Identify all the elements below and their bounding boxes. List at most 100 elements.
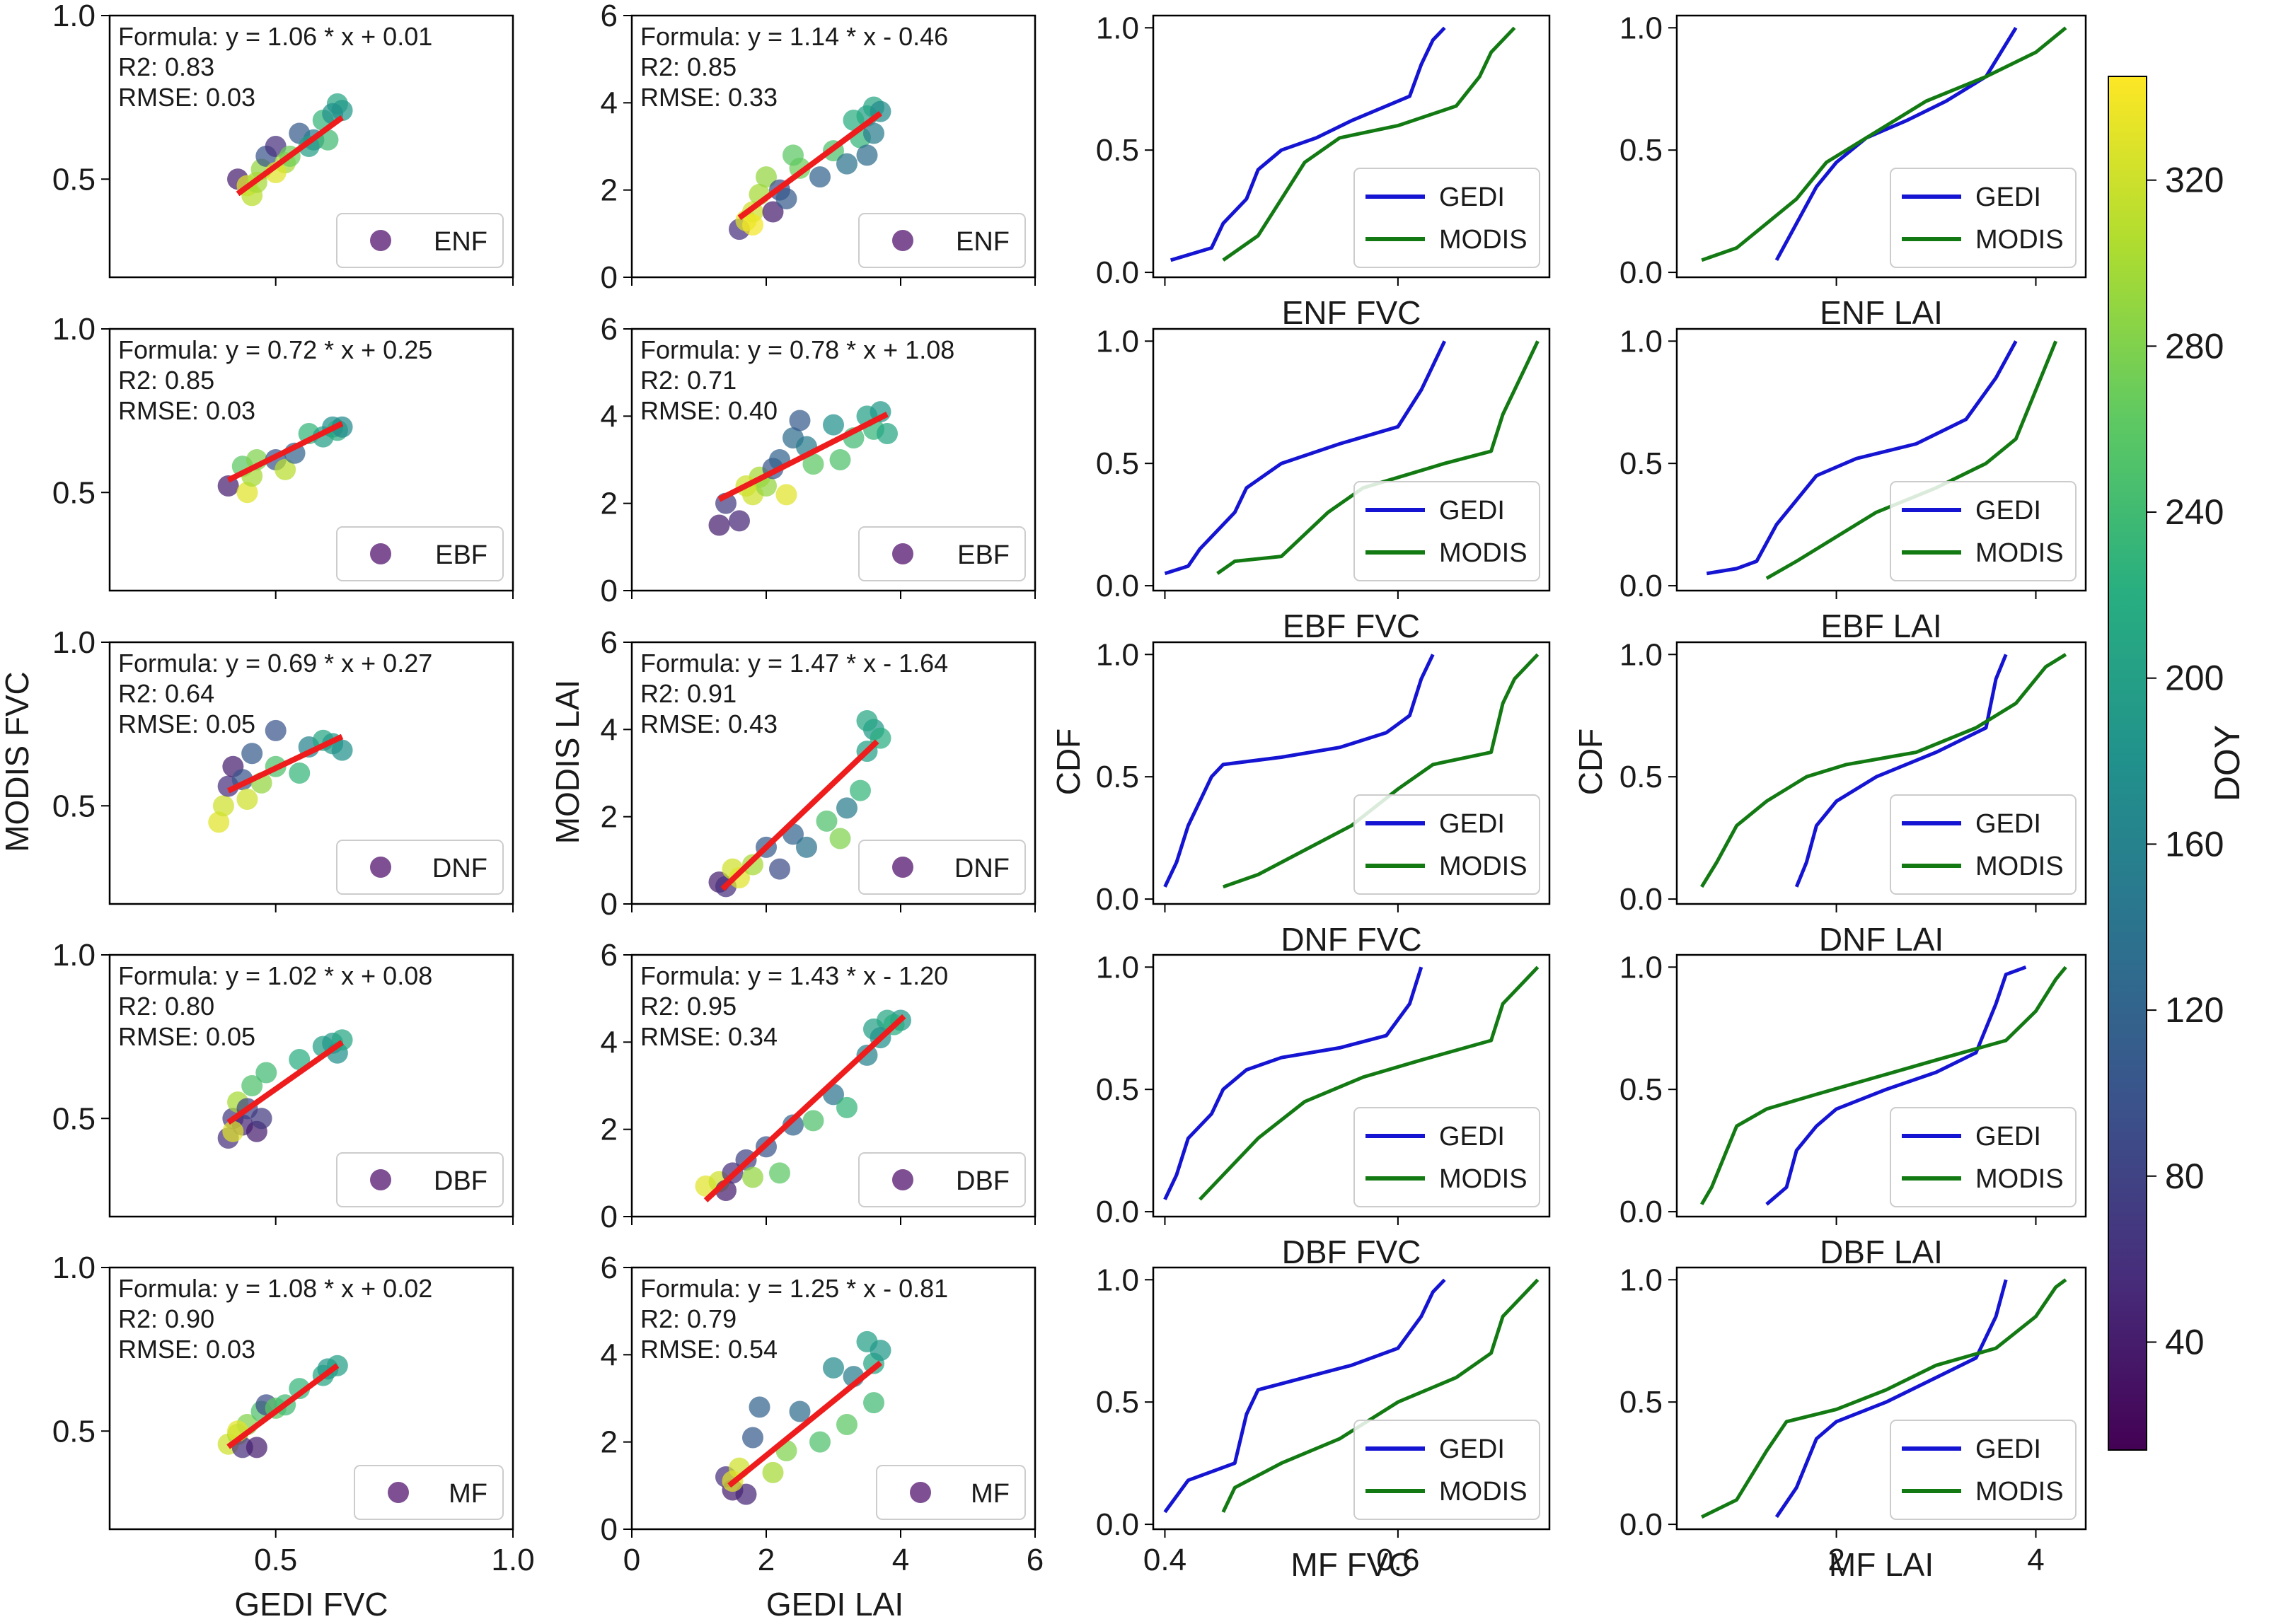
colorbar-tick-label: 320	[2165, 161, 2224, 200]
legend-marker	[892, 543, 913, 564]
y-tick-label: 1.0	[1096, 637, 1139, 672]
formula-text: Formula: y = 0.72 * x + 0.25	[118, 335, 432, 364]
y-tick-label: 6	[601, 625, 618, 660]
y-tick-label: 0.0	[1619, 1195, 1663, 1229]
cdf-line-gedi	[1164, 340, 1447, 576]
legend-label-gedi: GEDI	[1975, 496, 2041, 526]
y-tick-label: 1.0	[52, 1251, 96, 1285]
legend-box	[858, 526, 1026, 581]
axes-frame	[630, 14, 1036, 279]
colorbar-ticks: 40 80 120 160 200 240 280 320	[2147, 161, 2224, 1362]
r2-text: R2: 0.91	[640, 679, 737, 708]
scatter-point	[850, 779, 871, 801]
y-tick-label: 2	[601, 1425, 618, 1460]
y-tick-label: 2	[601, 1113, 618, 1147]
scatter-point	[729, 510, 750, 532]
legend-label: MF	[971, 1479, 1010, 1509]
r2-text: R2: 0.85	[640, 52, 737, 81]
y-tick-label: 0.5	[1619, 1385, 1663, 1420]
scatter-point	[729, 867, 750, 888]
legend-marker	[370, 230, 391, 251]
x-tick-label: 0.6	[1376, 1543, 1419, 1577]
scatter-point	[836, 1096, 857, 1118]
legend-box	[1353, 168, 1540, 268]
scatter-point	[836, 797, 857, 819]
y-tick-label: 0.0	[1096, 569, 1139, 603]
cdf-x-axis-label: DBF LAI	[1820, 1234, 1943, 1270]
plot-area	[715, 1330, 891, 1505]
plot-area	[1701, 1278, 2067, 1519]
fit-line	[720, 739, 879, 891]
scatter-point	[809, 166, 831, 188]
scatter-point	[289, 1378, 311, 1400]
scatter-point	[742, 1166, 763, 1188]
y-axis-label-modis-fvc: MODIS FVC	[0, 671, 35, 852]
cdf-x-axis-label: EBF FVC	[1283, 608, 1420, 644]
cdf-x-axis-label: ENF FVC	[1282, 294, 1421, 331]
cdf-line-modis	[1700, 653, 2067, 888]
panel-mf-fvc-scatter: 0.5 1.0 0.5 1.0 Formula: y = 1.08 * x + 0.02…	[52, 1251, 535, 1577]
y-axis-label-cdf-lai: CDF	[1572, 729, 1609, 796]
y-tick-label: 0.5	[1619, 446, 1663, 481]
scatter-point	[331, 416, 353, 438]
cdf-line-gedi	[1794, 654, 2008, 888]
y-tick-label: 0.5	[52, 1414, 96, 1449]
legend-label-modis: MODIS	[1975, 852, 2064, 881]
legend-label-modis: MODIS	[1975, 1164, 2064, 1194]
formula-text: Formula: y = 0.69 * x + 0.27	[118, 649, 432, 678]
legend-box	[354, 1465, 504, 1520]
plot-area	[1700, 965, 2067, 1206]
scatter-point	[265, 719, 287, 741]
r2-text: R2: 0.80	[118, 992, 214, 1021]
legend-box	[1890, 794, 2077, 895]
y-tick-label: 0.5	[1096, 446, 1139, 481]
panel-mf-lai-scatter: 0 2 4 6 0 2 4 6 Formula: y = 1.25 * x - 0.81R2: …	[601, 1251, 1044, 1577]
cdf-line-modis	[1216, 340, 1540, 575]
fit-line	[226, 1040, 344, 1125]
cdf-x-axis-label: DNF FVC	[1281, 921, 1421, 958]
axes-frame	[630, 641, 1036, 905]
fit-line	[737, 111, 882, 221]
scatter-point	[816, 810, 838, 832]
plot-area	[208, 719, 353, 833]
scatter-point	[809, 1431, 831, 1453]
scatter-point	[843, 110, 865, 131]
scatter-point	[863, 1392, 884, 1414]
axes-frame	[1675, 1266, 2087, 1531]
legend-box	[336, 526, 504, 581]
plot-area	[695, 1009, 911, 1202]
legend-box	[1890, 481, 2077, 581]
legend-label: MF	[449, 1479, 487, 1509]
scatter-point	[241, 743, 263, 765]
plot-area	[1700, 653, 2067, 888]
colorbar-tick-label: 40	[2165, 1322, 2205, 1362]
cdf-line-gedi	[1170, 26, 1446, 262]
rmse-text: RMSE: 0.54	[640, 1335, 778, 1364]
legend-label: EBF	[435, 540, 487, 570]
y-tick-label: 4	[601, 712, 618, 747]
scatter-point	[877, 423, 898, 444]
y-tick-label: 1.0	[52, 938, 96, 973]
y-tick-label: 1.0	[1619, 950, 1663, 985]
scatter-point	[769, 1162, 790, 1184]
plot-area	[1163, 653, 1540, 889]
y-tick-label: 6	[601, 0, 618, 33]
axes-frame	[1152, 953, 1551, 1218]
y-tick-label: 0.5	[52, 789, 96, 823]
legend-label-gedi: GEDI	[1975, 1122, 2041, 1152]
axes-frame	[108, 953, 514, 1218]
fit-line	[226, 733, 344, 794]
legend-label: DBF	[434, 1166, 487, 1196]
x-tick-label: 4	[2027, 1543, 2044, 1577]
x-tick-label: 0.4	[1143, 1543, 1186, 1577]
panel-dbf-lai-cdf: 0.0 0.5 1.0 GEDI MODIS DBF LAI	[1619, 950, 2087, 1270]
plot-area	[1164, 340, 1540, 576]
scatter-point	[870, 1340, 891, 1362]
axes-frame	[630, 327, 1036, 592]
scatter-point	[863, 122, 884, 144]
scatter-point	[756, 166, 777, 188]
